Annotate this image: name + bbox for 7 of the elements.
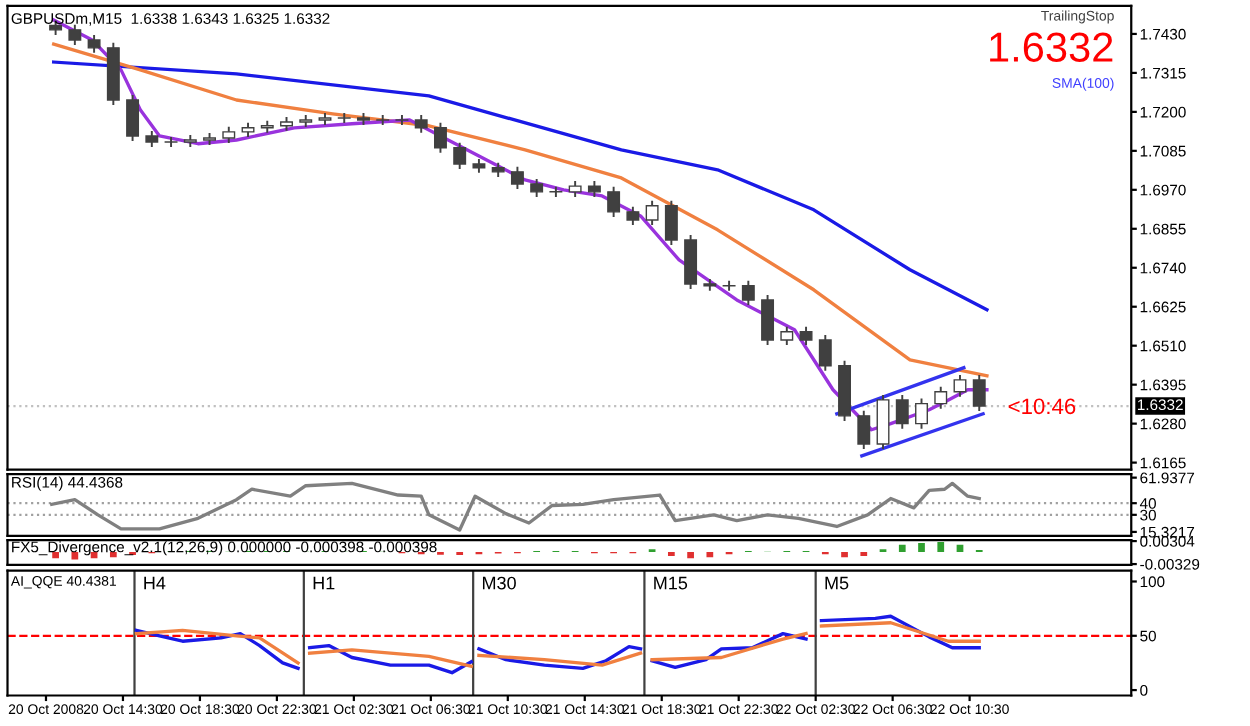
ref-line-label: M30	[482, 576, 516, 590]
annotation: <10:46	[1008, 398, 1076, 415]
ref-line-label: H1	[313, 576, 335, 590]
annotation: 1.6332	[990, 32, 1113, 62]
ref-line-label: H4	[144, 576, 166, 590]
ref-line-label: M15	[654, 576, 688, 590]
ref-line-label: M5	[825, 576, 849, 590]
